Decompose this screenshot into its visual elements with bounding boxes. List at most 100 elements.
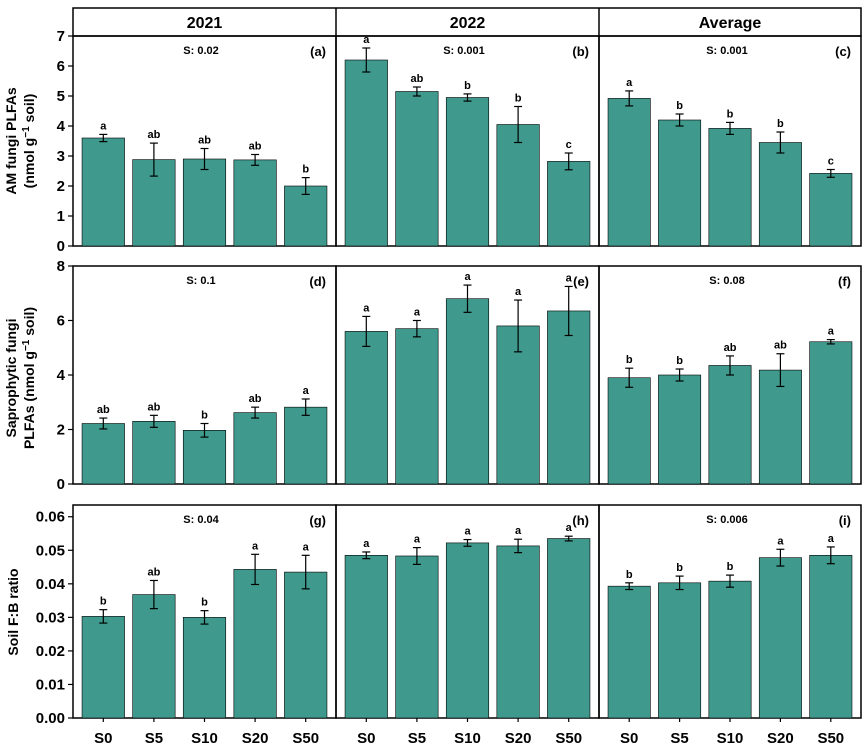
panel-b: a ab b b c (b) S: 0.001 xyxy=(335,34,600,247)
panel-label: (b) xyxy=(572,44,589,59)
x-tick-label: S10 xyxy=(454,730,481,747)
significance-letter: a xyxy=(363,538,370,550)
significance-letter: c xyxy=(566,139,572,151)
x-tick-label: S50 xyxy=(555,730,582,747)
significance-letter: b xyxy=(626,569,633,581)
y-tick-label: 3 xyxy=(57,148,65,165)
bar-S0 xyxy=(607,585,651,719)
y-label-saprophytic-line1: Saprophytic fungi xyxy=(3,319,19,438)
bar-S5 xyxy=(658,374,702,485)
panel-h: a S0 a S5 a S10 a S20 a S50 (h) xyxy=(335,504,600,747)
y-tick-label: 6 xyxy=(57,313,65,330)
bar-S5 xyxy=(132,594,176,719)
significance-letter: b xyxy=(727,108,734,120)
x-tick-label: S5 xyxy=(408,730,426,747)
bar-S10 xyxy=(708,580,752,719)
y-tick-label: 2 xyxy=(57,178,65,195)
significance-letter: c xyxy=(828,156,834,168)
bar-S20 xyxy=(758,369,802,485)
bar-S10 xyxy=(182,430,227,485)
significance-letter: b xyxy=(515,93,522,105)
significance-letter: b xyxy=(201,597,208,609)
bar-S0 xyxy=(344,555,388,719)
significance-letter: a xyxy=(566,272,573,284)
significance-letter: b xyxy=(626,354,633,366)
significance-letter: a xyxy=(464,271,471,283)
significance-letter: ab xyxy=(97,404,110,416)
significance-letter: a xyxy=(464,526,471,538)
y-tick-label: 6 xyxy=(57,58,65,75)
bar-S5 xyxy=(395,91,439,247)
significance-letter: a xyxy=(828,326,835,338)
bar-S10 xyxy=(182,617,227,719)
y-label-saprophytic-line2: PLFAs (nmol g−1 soil) xyxy=(21,307,37,449)
bar-S50 xyxy=(284,406,328,485)
x-tick-label: S50 xyxy=(292,730,319,747)
bar-S10 xyxy=(445,97,490,247)
bar-S0 xyxy=(344,59,388,247)
bar-S20 xyxy=(233,412,277,485)
panel-label: (f) xyxy=(838,274,851,289)
bar-S0 xyxy=(81,423,125,485)
significance-letter: ab xyxy=(724,342,737,354)
column-headers: 2021 2022 Average xyxy=(72,7,862,37)
significance-letter: a xyxy=(414,534,421,546)
bar-S20 xyxy=(758,557,802,719)
column-header-average: Average xyxy=(699,15,762,32)
bar-S10 xyxy=(445,298,490,485)
panel-label: (h) xyxy=(572,513,589,528)
significance-letter: a xyxy=(363,302,370,314)
y-tick-label: 1 xyxy=(57,208,65,225)
y-tick-label: 4 xyxy=(57,118,66,135)
x-tick-label: S20 xyxy=(242,730,269,747)
panel-i: b S0 b S5 b S10 a S20 a S50 (i) S: 0.006 xyxy=(598,504,862,747)
bar-S50 xyxy=(809,173,853,247)
significance-letter: a xyxy=(515,525,522,537)
bar-S20 xyxy=(758,142,802,247)
x-tick-label: S0 xyxy=(94,730,112,747)
bar-S20 xyxy=(233,569,277,719)
y-tick-label: 7 xyxy=(57,28,65,45)
x-tick-label: S0 xyxy=(357,730,375,747)
significance-letter: a xyxy=(100,120,107,132)
bar-S10 xyxy=(708,128,752,247)
bar-S20 xyxy=(496,124,540,247)
bar-S50 xyxy=(809,555,853,719)
significance-letter: a xyxy=(414,307,421,319)
panel-label: (d) xyxy=(309,274,326,289)
stat-label: S: 0.02 xyxy=(183,45,218,57)
x-tick-label: S50 xyxy=(817,730,844,747)
panel-d: 0 2 4 6 8 ab ab b ab a (d) S: 0.1 xyxy=(57,258,337,493)
bar-S20 xyxy=(496,545,540,719)
x-tick-label: S20 xyxy=(505,730,532,747)
x-tick-label: S5 xyxy=(145,730,163,747)
bar-S0 xyxy=(81,137,125,247)
y-label-am-fungi-line2: (nmol g−1 soil) xyxy=(21,94,37,189)
significance-letter: ab xyxy=(249,141,262,153)
bar-S0 xyxy=(81,616,125,719)
bar-S0 xyxy=(607,377,651,485)
x-tick-label: S20 xyxy=(767,730,794,747)
significance-letter: a xyxy=(303,385,310,397)
stat-label: S: 0.08 xyxy=(709,275,744,287)
significance-letter: b xyxy=(100,596,107,608)
significance-letter: ab xyxy=(410,73,423,85)
y-tick-label: 0.03 xyxy=(36,609,65,626)
column-header-2021: 2021 xyxy=(187,15,223,32)
bar-S10 xyxy=(708,365,752,485)
bar-S0 xyxy=(344,331,388,485)
stat-label: S: 0.1 xyxy=(186,275,215,287)
significance-letter: ab xyxy=(147,566,160,578)
y-label-am-fungi-line1: AM fungi PLFAs xyxy=(3,87,19,195)
bar-S5 xyxy=(658,582,702,719)
y-tick-label: 2 xyxy=(57,422,65,439)
y-tick-label: 4 xyxy=(57,367,66,384)
panel-label: (i) xyxy=(839,513,851,528)
column-header-2022: 2022 xyxy=(450,15,486,32)
bar-S0 xyxy=(607,98,651,247)
bar-S10 xyxy=(445,542,490,719)
significance-letter: ab xyxy=(147,401,160,413)
y-tick-label: 0.06 xyxy=(36,509,65,526)
bar-S50 xyxy=(547,538,591,719)
